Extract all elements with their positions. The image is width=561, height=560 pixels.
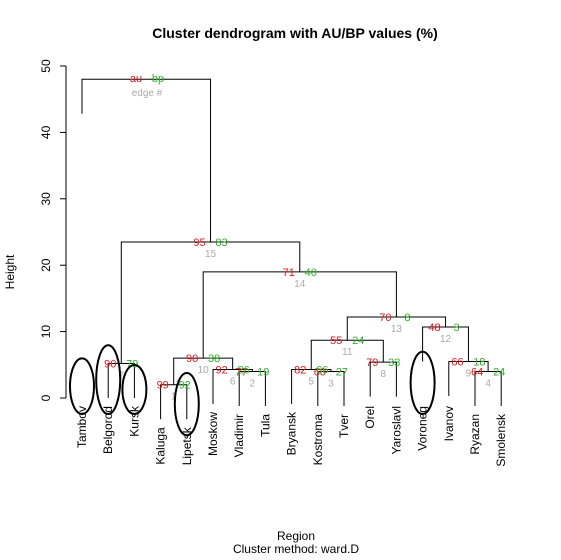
au-value-11: 55 bbox=[330, 335, 342, 347]
y-tick-label: 50 bbox=[39, 59, 53, 73]
leaf-label-smolensk: Smolensk bbox=[494, 413, 508, 467]
y-tick-label: 10 bbox=[39, 325, 53, 339]
y-tick-label: 0 bbox=[39, 394, 53, 401]
leaf-label-moskow: Moskow bbox=[206, 412, 220, 456]
leaf-label-voroneg: Voroneg bbox=[416, 406, 430, 451]
x-axis-label: Region bbox=[277, 529, 315, 543]
edge-number-4: 4 bbox=[485, 378, 491, 389]
legend-bp: bp bbox=[152, 73, 164, 85]
circle-lipetsk bbox=[173, 372, 200, 437]
edge-number-6: 6 bbox=[230, 376, 236, 387]
edge-number-14: 14 bbox=[294, 279, 306, 290]
edge-number-15: 15 bbox=[205, 249, 217, 260]
au-value-2: 77 bbox=[235, 366, 247, 378]
edge-number-1: 1 bbox=[171, 392, 177, 403]
bp-value-14: 40 bbox=[305, 267, 317, 279]
leaf-label-orel: Orel bbox=[363, 406, 377, 429]
leaf-label-tula: Tula bbox=[258, 414, 272, 437]
au-value-1: 99 bbox=[157, 380, 169, 392]
au-value-13: 70 bbox=[379, 312, 391, 324]
chart-title: Cluster dendrogram with AU/BP values (%) bbox=[152, 25, 438, 41]
au-value-3: 60 bbox=[314, 366, 326, 378]
au-value-8: 79 bbox=[366, 357, 378, 369]
edge-number-11: 11 bbox=[342, 347, 353, 358]
bp-value-5: 66 bbox=[316, 364, 328, 376]
edge-number-2: 2 bbox=[250, 378, 256, 389]
branch-15 bbox=[120, 241, 301, 364]
bp-value-8: 33 bbox=[388, 357, 400, 369]
leaf-label-lipetsk: Lipetsk bbox=[180, 426, 194, 465]
leaf-label-tver: Tver bbox=[337, 414, 351, 438]
y-tick-label: 30 bbox=[39, 192, 53, 206]
au-bp-legend: au bp edge # bbox=[130, 73, 164, 99]
leaf-label-yaroslavl: Yaroslavl bbox=[389, 406, 403, 454]
method-sublabel: Cluster method: ward.D bbox=[233, 542, 359, 556]
leaf-label-ryazan: Ryazan bbox=[468, 414, 482, 455]
circle-voroneg bbox=[409, 350, 436, 415]
bp-value-13: 8 bbox=[404, 312, 410, 324]
bp-value-15: 83 bbox=[215, 237, 227, 249]
edge-number-3: 3 bbox=[328, 378, 334, 389]
legend-au: au bbox=[130, 73, 142, 85]
edge-number-13: 13 bbox=[391, 324, 403, 335]
au-value-12: 48 bbox=[428, 322, 440, 334]
bp-value-10: 38 bbox=[208, 353, 220, 365]
leaf-label-bryansk: Bryansk bbox=[285, 411, 299, 455]
circle-kursk bbox=[121, 364, 148, 415]
circle-belgorod bbox=[95, 344, 122, 416]
bp-value-4: 24 bbox=[493, 366, 505, 378]
edge-number-8: 8 bbox=[381, 369, 387, 380]
leaf-label-ivanov: Ivanov bbox=[442, 406, 456, 441]
au-value-14: 71 bbox=[283, 267, 295, 279]
edge-number-9: 9 bbox=[466, 368, 472, 379]
bp-value-11: 24 bbox=[352, 335, 364, 347]
circle-tambov bbox=[69, 357, 95, 416]
leaf-label-kursk: Kursk bbox=[127, 405, 141, 437]
bp-value-3: 27 bbox=[336, 366, 348, 378]
au-value-9: 66 bbox=[451, 356, 463, 368]
y-axis-label: Height bbox=[3, 254, 17, 289]
au-value-15: 95 bbox=[193, 237, 205, 249]
leaf-label-belgorod: Belgorod bbox=[101, 406, 115, 454]
leaf-labels: Tambov Belgorod Kursk Kaluga Lipetsk Moskow Vl… bbox=[69, 344, 508, 467]
leaf-label-tambov: Tambov bbox=[75, 406, 89, 448]
au-value-6: 92 bbox=[216, 364, 228, 376]
y-tick-label: 40 bbox=[39, 125, 53, 139]
y-axis: 0 10 20 30 40 50 bbox=[39, 59, 67, 401]
branch-16 bbox=[81, 78, 212, 242]
bp-value-9: 18 bbox=[473, 356, 485, 368]
bp-value-6: 26 bbox=[238, 364, 250, 376]
leaf-label-vladimir: Vladimir bbox=[232, 414, 246, 457]
leaf-label-kaluga: Kaluga bbox=[154, 427, 168, 465]
bp-value-12: 3 bbox=[453, 322, 459, 334]
edge-number-12: 12 bbox=[440, 334, 452, 345]
bp-value-2: 19 bbox=[257, 366, 269, 378]
dendrogram-tree bbox=[81, 78, 502, 420]
au-value-5: 82 bbox=[294, 364, 306, 376]
legend-edge: edge # bbox=[132, 88, 163, 99]
au-value-7: 90 bbox=[104, 358, 116, 370]
au-value-4: 64 bbox=[471, 366, 483, 378]
edge-number-5: 5 bbox=[308, 376, 314, 387]
edge-number-10: 10 bbox=[198, 365, 210, 376]
bp-value-1: 92 bbox=[179, 380, 191, 392]
edge-number-7: 7 bbox=[119, 370, 125, 381]
au-value-10: 90 bbox=[186, 353, 198, 365]
leaf-label-kostroma: Kostroma bbox=[311, 414, 325, 466]
y-tick-label: 20 bbox=[39, 258, 53, 272]
